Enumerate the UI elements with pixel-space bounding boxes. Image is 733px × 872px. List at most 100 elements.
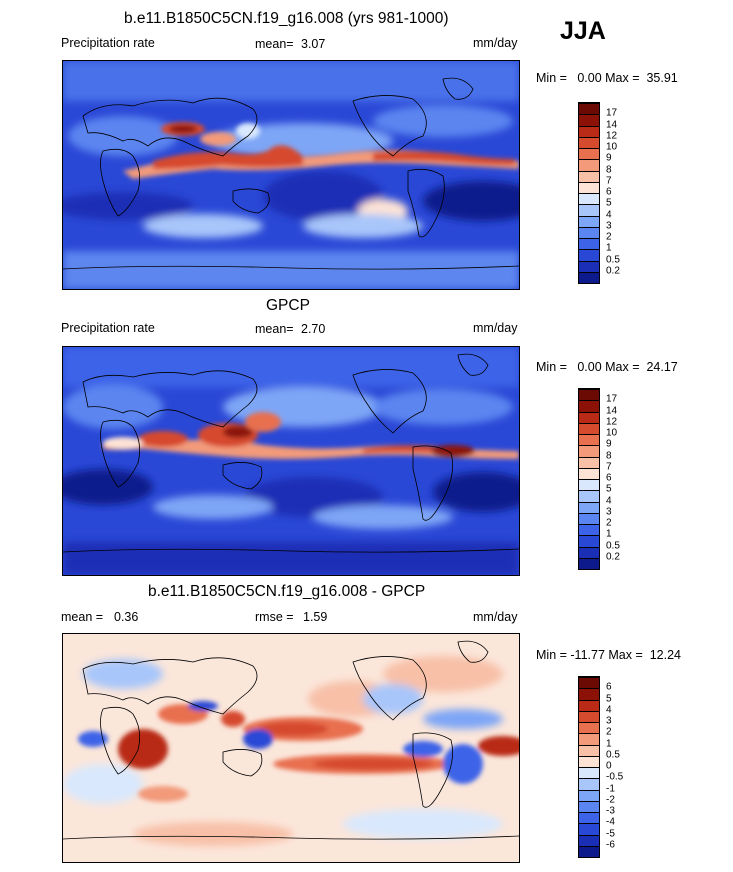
colorbar-tick: 12	[606, 130, 618, 142]
colorbar-tick: 10	[606, 427, 618, 439]
colorbar-swatch	[579, 490, 599, 502]
map-field	[63, 61, 519, 289]
colorbar-tick: 14	[606, 405, 618, 416]
colorbar-swatch	[579, 260, 599, 272]
colorbar-swatch	[579, 535, 599, 547]
colorbar-swatch	[579, 812, 599, 824]
colorbar-swatch	[579, 136, 599, 148]
colorbar-tick: 9	[606, 438, 612, 450]
colorbar-tick: 8	[606, 164, 612, 175]
colorbar-swatch	[579, 744, 599, 756]
colorbar-swatch	[579, 677, 599, 689]
colorbar-swatch	[579, 823, 599, 835]
colorbar-strip	[578, 102, 600, 284]
colorbar-tick: -2	[606, 794, 615, 806]
colorbar-swatch	[579, 557, 599, 569]
colorbar-swatch	[579, 834, 599, 846]
colorbar-swatch	[579, 181, 599, 193]
colorbar-tick: 1	[606, 738, 612, 749]
minmax-label: Min = 0.00 Max = 24.17	[536, 360, 678, 374]
variable-label: Precipitation rate	[61, 321, 155, 335]
mean-value: 3.07	[301, 37, 326, 51]
colorbar-tick: 6	[606, 186, 612, 198]
colorbar-tick: 8	[606, 450, 612, 461]
panel-title: b.e11.B1850C5CN.f19_g16.008 (yrs 981-100…	[124, 10, 449, 27]
map-field	[63, 634, 519, 862]
colorbar-swatch	[579, 710, 599, 722]
minmax-label: Min = -11.77 Max = 12.24	[536, 648, 681, 662]
colorbar-tick: 7	[606, 461, 612, 473]
season-label: JJA	[560, 17, 606, 45]
colorbar-tick: 0	[606, 760, 612, 772]
colorbar-tick: 1	[606, 242, 612, 254]
colorbar-swatch	[579, 512, 599, 524]
colorbar-tick: -0.5	[606, 771, 624, 783]
colorbar-tick: 0.5	[606, 540, 620, 551]
colorbar-tick: 2	[606, 517, 612, 529]
colorbar-tick: 0.2	[606, 265, 620, 277]
colorbar-tick: -6	[606, 839, 615, 851]
colorbar-swatch	[579, 445, 599, 457]
rmse-label: rmse =	[255, 610, 294, 624]
mean-label: mean=	[255, 37, 294, 51]
panel-title: b.e11.B1850C5CN.f19_g16.008 - GPCP	[148, 583, 426, 600]
colorbar-swatch	[579, 249, 599, 261]
colorbar-tick: 7	[606, 175, 612, 187]
colorbar-tick: 2	[606, 231, 612, 243]
rmse-value: 1.59	[303, 610, 328, 624]
colorbar-tick: 3	[606, 506, 612, 518]
mean-label: mean =	[61, 610, 104, 624]
colorbar-swatch	[579, 699, 599, 711]
mean-label: mean=	[255, 322, 294, 336]
colorbar-swatch	[579, 755, 599, 767]
colorbar-swatch	[579, 434, 599, 446]
colorbar-swatch	[579, 722, 599, 734]
colorbar-swatch	[579, 688, 599, 700]
precip-map-gpcp	[62, 346, 520, 576]
colorbar-tick: 3	[606, 220, 612, 232]
colorbar-swatch	[579, 456, 599, 468]
colorbar-tick: 10	[606, 141, 618, 153]
colorbar-tick: 6	[606, 681, 612, 693]
colorbar-swatch	[579, 778, 599, 790]
panel-title: GPCP	[266, 297, 310, 314]
colorbar-swatch	[579, 103, 599, 115]
units-label: mm/day	[473, 610, 518, 624]
colorbar-swatch	[579, 114, 599, 126]
colorbar-tick: 2	[606, 726, 612, 738]
mean-value: 2.70	[301, 322, 326, 336]
colorbar-tick: 3	[606, 715, 612, 727]
colorbar-tick: -5	[606, 828, 615, 839]
colorbar-tick: 4	[606, 209, 612, 220]
colorbar-swatch	[579, 193, 599, 205]
colorbar-swatch	[579, 170, 599, 182]
colorbar-swatch	[579, 524, 599, 536]
colorbar-swatch	[579, 125, 599, 137]
colorbar-tick: 1	[606, 528, 612, 540]
colorbar-swatch	[579, 789, 599, 801]
colorbar-swatch	[579, 800, 599, 812]
precip-map-difference	[62, 633, 520, 863]
colorbar-tick: 0.2	[606, 551, 620, 563]
colorbar-swatch	[579, 546, 599, 558]
colorbar-tick: 6	[606, 472, 612, 484]
colorbar-tick: 4	[606, 704, 612, 716]
colorbar-tick: -4	[606, 816, 615, 828]
map-field	[63, 347, 519, 575]
colorbar-tick: 9	[606, 152, 612, 164]
colorbar-swatch	[579, 422, 599, 434]
colorbar-swatch	[579, 215, 599, 227]
units-label: mm/day	[473, 36, 518, 50]
colorbar-swatch	[579, 148, 599, 160]
precip-map-model	[62, 60, 520, 290]
colorbar-tick: 5	[606, 197, 612, 209]
colorbar-strip	[578, 388, 600, 570]
minmax-label: Min = 0.00 Max = 35.91	[536, 71, 678, 85]
colorbar-tick: 5	[606, 483, 612, 495]
colorbar-tick: 12	[606, 416, 618, 428]
variable-label: Precipitation rate	[61, 36, 155, 50]
colorbar-swatch	[579, 501, 599, 513]
colorbar-strip	[578, 676, 600, 858]
colorbar-tick: 14	[606, 119, 618, 130]
colorbar-tick: 4	[606, 495, 612, 506]
